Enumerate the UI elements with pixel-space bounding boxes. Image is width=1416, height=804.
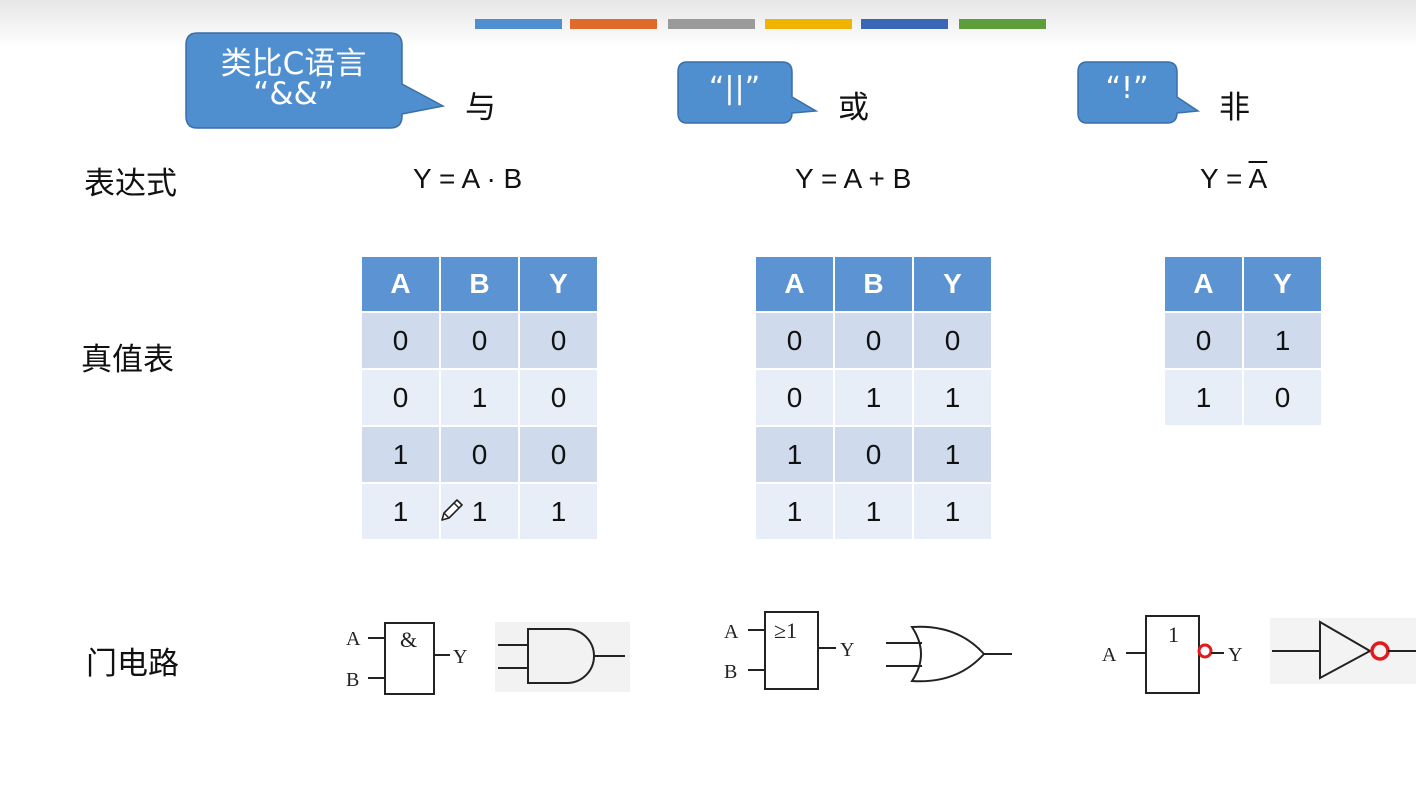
- and-gate-in1: A: [346, 628, 361, 650]
- not-gate-sym: 1: [1168, 622, 1179, 647]
- truth-table-not: A Y 0 1 1 0: [1163, 255, 1323, 427]
- expr-or: Y = A + B: [795, 163, 912, 194]
- table-cell: 0: [835, 427, 912, 482]
- not-gate-shape-icon: [1270, 618, 1416, 684]
- or-gate-rect-icon: A B ≥1 Y: [724, 611, 854, 690]
- table-cell: 1: [1165, 370, 1242, 425]
- table-cell: 1: [914, 370, 991, 425]
- and-gate-shape-symbol: [495, 622, 630, 692]
- table-cell: 0: [441, 427, 518, 482]
- table-row: 1 0 0: [362, 427, 597, 482]
- table-row: 1 1 1: [756, 484, 991, 539]
- table-cell: 0: [441, 313, 518, 368]
- and-gate-rect-icon: A B & Y: [346, 622, 467, 695]
- table-header: Y: [520, 257, 597, 311]
- table-cell: 0: [362, 370, 439, 425]
- row-label-truth-table: 真值表: [81, 342, 174, 378]
- table-row: 1 1 1: [362, 484, 597, 539]
- table-row: 1 0: [1165, 370, 1321, 425]
- table-header: Y: [914, 257, 991, 311]
- table-cell: 1: [756, 484, 833, 539]
- truth-table-and: A B Y 0 0 0 0 1 0 1 0 0 1 1 1: [360, 255, 599, 541]
- table-header: A: [1165, 257, 1242, 311]
- table-cell: 1: [835, 484, 912, 539]
- table-row: 0 0 0: [756, 313, 991, 368]
- not-gate-rect-symbol: A 1 Y: [1098, 612, 1258, 698]
- table-header: A: [756, 257, 833, 311]
- row-label-expression: 表达式: [84, 166, 177, 202]
- expr-and: Y = A · B: [413, 163, 523, 194]
- table-cell: 1: [362, 427, 439, 482]
- table-cell: 0: [1244, 370, 1321, 425]
- table-cell: 0: [835, 313, 912, 368]
- table-cell: 1: [756, 427, 833, 482]
- expr-not-var: A: [1248, 163, 1268, 194]
- accent-bar-4: [765, 19, 852, 29]
- callout-or: “||”: [677, 61, 819, 124]
- accent-bar-6: [959, 19, 1046, 29]
- and-gate-sym: &: [400, 627, 417, 652]
- table-cell: 1: [1244, 313, 1321, 368]
- expr-not-prefix: Y =: [1200, 163, 1249, 194]
- table-cell: 0: [756, 313, 833, 368]
- table-row: 0 1 1: [756, 370, 991, 425]
- table-cell: 0: [520, 313, 597, 368]
- or-gate-shape-icon: [886, 625, 1012, 683]
- table-header: A: [362, 257, 439, 311]
- table-row: 0 1: [1165, 313, 1321, 368]
- or-gate-shape-symbol: [882, 620, 1017, 690]
- or-gate-in2: B: [724, 661, 737, 683]
- truth-table-or: A B Y 0 0 0 0 1 1 1 0 1 1 1 1: [754, 255, 993, 541]
- table-cell: 0: [914, 313, 991, 368]
- not-gate-rect-icon: A 1 Y: [1102, 615, 1242, 694]
- op-and-label: 与: [465, 90, 496, 126]
- accent-bar-5: [861, 19, 948, 29]
- and-gate-in2: B: [346, 669, 359, 691]
- callout-and-line2: “&&”: [253, 76, 334, 112]
- table-row: 0 0 0: [362, 313, 597, 368]
- table-row: 0 1 0: [362, 370, 597, 425]
- row-label-gate: 门电路: [86, 646, 179, 682]
- callout-and: 类比C语言 “&&”: [185, 32, 446, 130]
- and-gate-out: Y: [453, 646, 467, 668]
- not-gate-shape-symbol: [1270, 618, 1416, 684]
- op-or-label: 或: [838, 90, 869, 126]
- and-gate-rect-symbol: A B & Y: [340, 618, 475, 698]
- table-cell: 0: [1165, 313, 1242, 368]
- callout-or-text: “||”: [708, 71, 761, 106]
- table-cell: 0: [520, 370, 597, 425]
- op-not-label: 非: [1219, 90, 1250, 126]
- callout-and-line1: 类比C语言: [220, 46, 367, 82]
- table-header: B: [441, 257, 518, 311]
- table-cell: 0: [756, 370, 833, 425]
- or-gate-in1: A: [724, 621, 739, 643]
- or-gate-out: Y: [840, 639, 854, 661]
- accent-bar-3: [668, 19, 755, 29]
- table-header: B: [835, 257, 912, 311]
- not-gate-out: Y: [1228, 644, 1242, 666]
- table-cell: 0: [362, 313, 439, 368]
- expr-not: Y = A: [1200, 163, 1267, 195]
- pencil-cursor-icon: [439, 497, 465, 527]
- or-gate-sym: ≥1: [774, 618, 797, 643]
- accent-bar-1: [475, 19, 562, 29]
- callout-not: “!”: [1077, 61, 1201, 124]
- table-cell: 1: [441, 370, 518, 425]
- callout-not-text: “!”: [1105, 71, 1149, 106]
- or-gate-rect-symbol: A B ≥1 Y: [720, 608, 865, 694]
- table-cell: 1: [362, 484, 439, 539]
- table-cell: 1: [914, 427, 991, 482]
- table-cell: 1: [835, 370, 912, 425]
- not-gate-in1: A: [1102, 644, 1117, 666]
- accent-bar-2: [570, 19, 657, 29]
- table-cell: 1: [914, 484, 991, 539]
- table-cell: 0: [520, 427, 597, 482]
- and-gate-shape-icon: [495, 622, 630, 692]
- table-header: Y: [1244, 257, 1321, 311]
- table-row: 1 0 1: [756, 427, 991, 482]
- table-cell: 1: [520, 484, 597, 539]
